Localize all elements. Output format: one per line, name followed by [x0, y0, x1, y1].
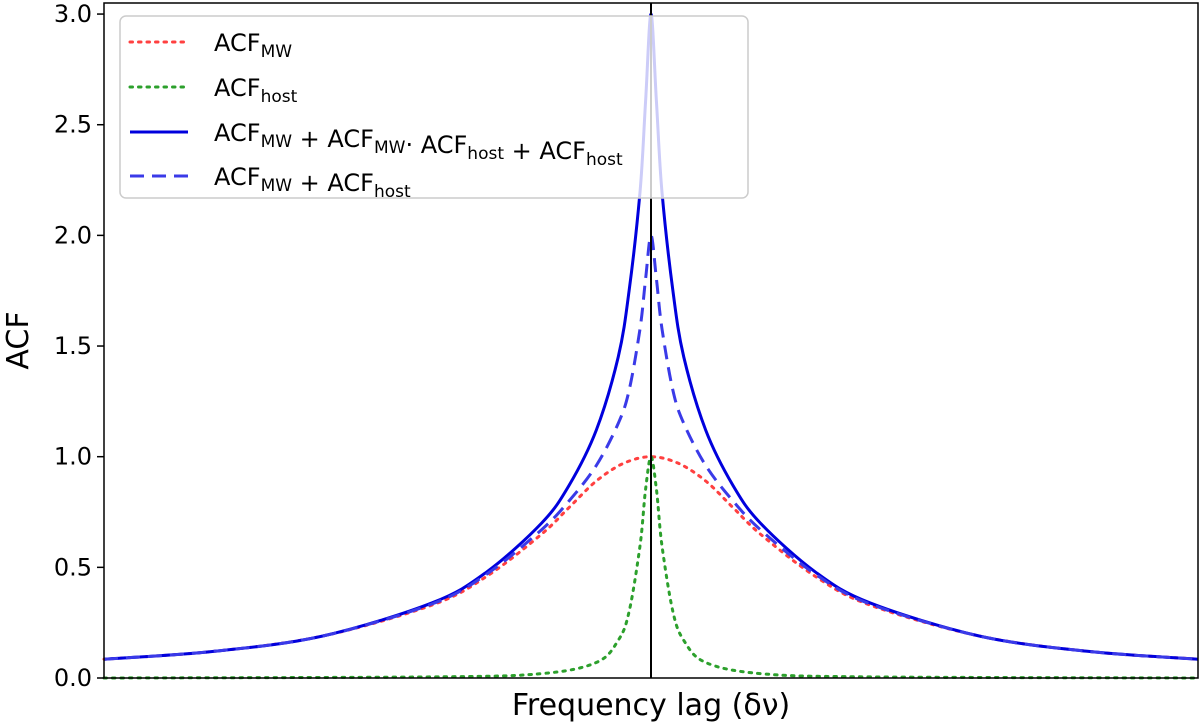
legend-label-3: ACFMW + ACFhost [214, 163, 411, 202]
legend-label-2: ACFMW + ACFMW· ACFhost + ACFhost [214, 119, 623, 170]
y-axis-ticks: 0.0 0.5 1.0 1.5 2.0 2.5 3.0 [54, 0, 104, 692]
legend: ACFMW ACFhost ACFMW + ACFMW· ACFhost + ACF… [119, 15, 749, 202]
legend-label-0: ACFMW [214, 29, 292, 62]
x-axis-label: Frequency lag (δν) [512, 688, 790, 723]
y-tick-label: 1.5 [54, 332, 92, 360]
series-line-3 [103, 233, 1199, 661]
y-axis-label: ACF [1, 311, 36, 369]
y-tick-label: 2.5 [54, 111, 92, 139]
plot-frame [103, 2, 1199, 679]
y-tick-label: 1.0 [54, 443, 92, 471]
y-tick-label: 2.0 [54, 221, 92, 249]
y-tick-label: 0.0 [54, 664, 92, 692]
y-tick-label: 3.0 [54, 0, 92, 28]
legend-box [119, 15, 749, 199]
y-tick-label: 0.5 [54, 553, 92, 581]
legend-label-1: ACFhost [214, 74, 298, 107]
